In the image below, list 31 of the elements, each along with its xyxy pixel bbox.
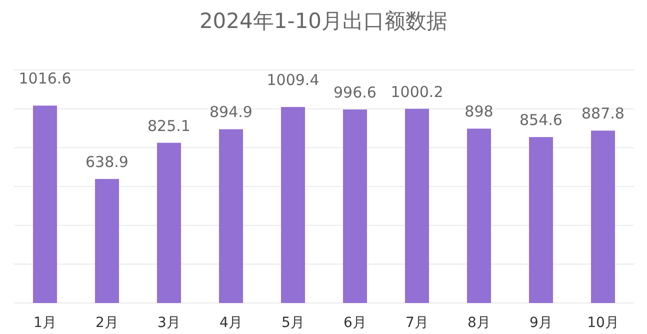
bar (405, 108, 429, 303)
x-tick-label: 3月 (158, 315, 180, 331)
bar (343, 109, 367, 303)
x-tick-label: 1月 (34, 315, 56, 331)
bar (33, 106, 57, 303)
data-label: 898 (464, 102, 494, 121)
bar (281, 107, 305, 303)
data-label: 638.9 (86, 152, 128, 171)
chart-title: 2024年1-10月出口额数据 (199, 9, 448, 33)
data-label: 1009.4 (266, 71, 320, 90)
data-label: 996.6 (334, 83, 376, 102)
data-label: 825.1 (148, 116, 190, 135)
bar (157, 142, 181, 303)
data-label: 887.8 (582, 104, 624, 123)
x-tick-label: 7月 (406, 315, 428, 331)
data-label: 854.6 (520, 111, 562, 130)
bar (95, 178, 119, 303)
data-label: 1000.2 (390, 82, 444, 101)
x-tick-label: 4月 (220, 315, 242, 331)
x-tick-label: 5月 (282, 315, 304, 331)
x-tick-label: 8月 (468, 315, 490, 331)
x-tick-label: 6月 (344, 315, 366, 331)
bar (219, 129, 243, 303)
bar (591, 130, 615, 303)
bar (467, 128, 491, 303)
data-label: 1016.6 (18, 70, 72, 88)
x-tick-label: 9月 (530, 315, 552, 331)
data-label: 894.9 (210, 103, 252, 122)
bar (529, 137, 553, 303)
x-tick-label: 2月 (96, 315, 118, 331)
x-tick-label: 10月 (587, 315, 619, 331)
